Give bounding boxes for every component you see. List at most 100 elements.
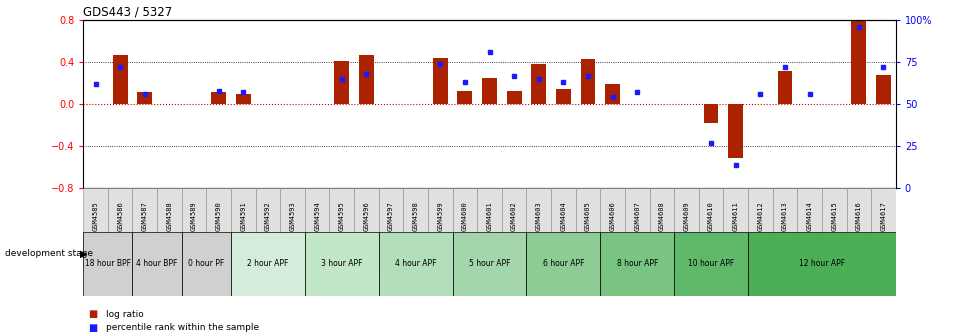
- Text: GSM4610: GSM4610: [707, 201, 713, 230]
- Bar: [556, 89, 570, 104]
- Bar: [432, 58, 447, 104]
- Bar: [531, 64, 546, 104]
- Text: GSM4587: GSM4587: [142, 201, 148, 230]
- Bar: [777, 71, 791, 104]
- Bar: [600, 232, 674, 296]
- Bar: [875, 75, 890, 104]
- Bar: [822, 188, 846, 272]
- Bar: [304, 188, 330, 272]
- Text: GSM4609: GSM4609: [683, 201, 689, 230]
- Bar: [378, 232, 452, 296]
- Bar: [476, 188, 502, 272]
- Bar: [182, 188, 206, 272]
- Bar: [330, 188, 354, 272]
- Bar: [870, 188, 895, 272]
- Bar: [502, 188, 526, 272]
- Bar: [723, 188, 747, 272]
- Text: GSM4590: GSM4590: [215, 201, 221, 230]
- Text: 18 hour BPF: 18 hour BPF: [85, 259, 131, 268]
- Text: GSM4586: GSM4586: [117, 201, 123, 230]
- Text: development stage: development stage: [5, 249, 93, 258]
- Bar: [698, 188, 723, 272]
- Bar: [452, 188, 476, 272]
- Text: GSM4591: GSM4591: [240, 201, 246, 230]
- Bar: [137, 92, 152, 104]
- Text: GSM4615: GSM4615: [830, 201, 836, 230]
- Bar: [580, 59, 595, 104]
- Bar: [747, 188, 772, 272]
- Bar: [132, 232, 182, 296]
- Text: GSM4614: GSM4614: [806, 201, 812, 230]
- Text: GSM4603: GSM4603: [535, 201, 541, 230]
- Bar: [851, 20, 866, 104]
- Bar: [457, 90, 471, 104]
- Text: 4 hour BPF: 4 hour BPF: [136, 259, 178, 268]
- Bar: [747, 232, 895, 296]
- Text: ▶: ▶: [80, 249, 88, 259]
- Text: GSM4596: GSM4596: [363, 201, 369, 230]
- Text: GSM4606: GSM4606: [609, 201, 615, 230]
- Bar: [648, 188, 674, 272]
- Text: GSM4605: GSM4605: [585, 201, 591, 230]
- Text: 4 hour APF: 4 hour APF: [394, 259, 436, 268]
- Text: 8 hour APF: 8 hour APF: [616, 259, 657, 268]
- Bar: [304, 232, 378, 296]
- Text: GSM4593: GSM4593: [289, 201, 295, 230]
- Text: GSM4608: GSM4608: [658, 201, 664, 230]
- Text: GSM4616: GSM4616: [855, 201, 861, 230]
- Text: GSM4595: GSM4595: [338, 201, 344, 230]
- Bar: [108, 188, 132, 272]
- Bar: [378, 188, 403, 272]
- Bar: [600, 188, 624, 272]
- Bar: [772, 188, 796, 272]
- Bar: [703, 104, 718, 123]
- Bar: [526, 188, 551, 272]
- Text: GDS443 / 5327: GDS443 / 5327: [83, 6, 172, 19]
- Bar: [507, 90, 521, 104]
- Text: GSM4594: GSM4594: [314, 201, 320, 230]
- Bar: [354, 188, 378, 272]
- Text: GSM4588: GSM4588: [166, 201, 172, 230]
- Bar: [255, 188, 280, 272]
- Text: 2 hour APF: 2 hour APF: [247, 259, 289, 268]
- Bar: [575, 188, 600, 272]
- Bar: [236, 94, 250, 104]
- Bar: [156, 188, 182, 272]
- Bar: [604, 84, 619, 104]
- Text: GSM4598: GSM4598: [412, 201, 419, 230]
- Bar: [526, 232, 600, 296]
- Text: log ratio: log ratio: [106, 310, 144, 319]
- Text: 0 hour PF: 0 hour PF: [188, 259, 224, 268]
- Bar: [728, 104, 742, 158]
- Text: GSM4611: GSM4611: [732, 201, 738, 230]
- Text: percentile rank within the sample: percentile rank within the sample: [106, 323, 258, 332]
- Text: 10 hour APF: 10 hour APF: [688, 259, 734, 268]
- Bar: [796, 188, 822, 272]
- Text: 3 hour APF: 3 hour APF: [321, 259, 362, 268]
- Text: 6 hour APF: 6 hour APF: [542, 259, 584, 268]
- Text: GSM4607: GSM4607: [634, 201, 640, 230]
- Text: GSM4613: GSM4613: [781, 201, 787, 230]
- Bar: [674, 232, 747, 296]
- Bar: [624, 188, 648, 272]
- Bar: [359, 55, 374, 104]
- Text: 12 hour APF: 12 hour APF: [798, 259, 844, 268]
- Bar: [112, 55, 127, 104]
- Text: GSM4612: GSM4612: [757, 201, 763, 230]
- Text: GSM4600: GSM4600: [462, 201, 467, 230]
- Text: 5 hour APF: 5 hour APF: [468, 259, 510, 268]
- Bar: [674, 188, 698, 272]
- Text: ■: ■: [88, 309, 97, 319]
- Text: GSM4617: GSM4617: [879, 201, 885, 230]
- Bar: [211, 92, 226, 104]
- Text: GSM4602: GSM4602: [511, 201, 516, 230]
- Bar: [83, 188, 108, 272]
- Text: GSM4599: GSM4599: [437, 201, 443, 230]
- Bar: [280, 188, 304, 272]
- Text: GSM4592: GSM4592: [265, 201, 271, 230]
- Bar: [132, 188, 156, 272]
- Bar: [452, 232, 526, 296]
- Bar: [334, 61, 349, 104]
- Bar: [427, 188, 452, 272]
- Bar: [231, 232, 304, 296]
